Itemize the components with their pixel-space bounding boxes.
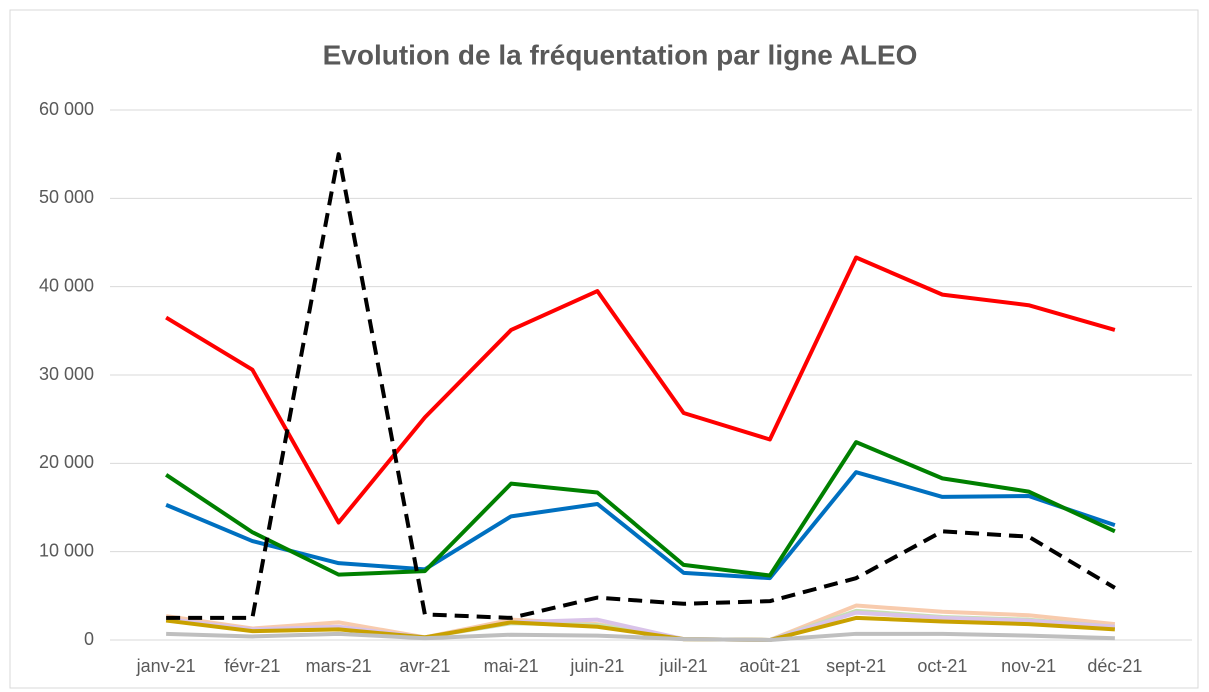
x-tick-label: août-21 <box>739 656 800 676</box>
x-tick-label: mars-21 <box>306 656 372 676</box>
chart-border <box>9 9 1199 689</box>
series-line <box>165 615 1116 642</box>
x-tick-label: mai-21 <box>484 656 539 676</box>
chart-title: Evolution de la fréquentation par ligne … <box>323 39 918 70</box>
x-tick-label: oct-21 <box>917 656 967 676</box>
y-tick-label: 10 000 <box>39 540 94 560</box>
y-tick-label: 40 000 <box>39 275 94 295</box>
x-tick-label: juin-21 <box>569 656 624 676</box>
x-tick-label: déc-21 <box>1087 656 1142 676</box>
series-line <box>165 255 1116 525</box>
series-line <box>166 152 1116 620</box>
series-line <box>165 610 1116 642</box>
x-tick-label: juil-21 <box>659 656 708 676</box>
x-tick-label: févr-21 <box>224 656 280 676</box>
y-tick-label: 20 000 <box>39 452 94 472</box>
x-tick-label: avr-21 <box>399 656 450 676</box>
x-tick-label: nov-21 <box>1001 656 1056 676</box>
series-line <box>166 631 1115 642</box>
series-line <box>165 470 1116 581</box>
y-tick-label: 0 <box>84 629 94 649</box>
x-tick-label: sept-21 <box>826 656 886 676</box>
y-tick-label: 30 000 <box>39 364 94 384</box>
y-tick-label: 50 000 <box>39 187 94 207</box>
series-line <box>165 440 1116 578</box>
x-tick-label: janv-21 <box>136 656 196 676</box>
y-tick-label: 60 000 <box>39 99 94 119</box>
